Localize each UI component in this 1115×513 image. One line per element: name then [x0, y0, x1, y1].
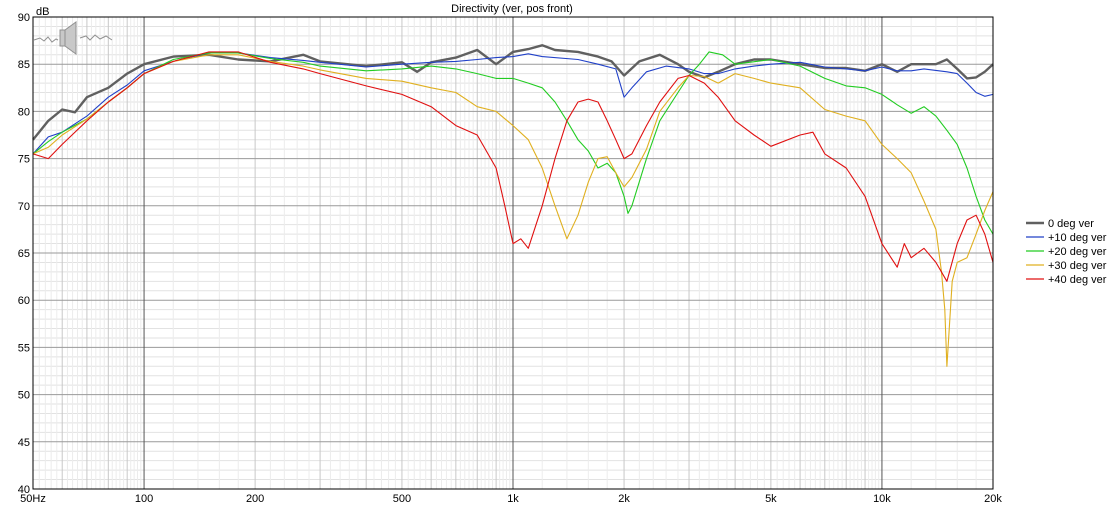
- plot-frame: [32, 16, 994, 490]
- y-tick-label: 70: [18, 201, 30, 213]
- y-tick-label: 55: [18, 342, 30, 354]
- x-tick-label: 2k: [618, 493, 630, 505]
- x-tick-label: 100: [135, 493, 153, 505]
- grid-layer: [33, 16, 993, 490]
- series-line-4: [32, 51, 994, 282]
- speaker-icon: [33, 21, 113, 55]
- y-tick-label: 40: [18, 484, 30, 496]
- legend-label-1: +10 deg ver: [1048, 232, 1107, 244]
- x-tick-label: 50Hz: [20, 493, 46, 505]
- x-tick-label: 1k: [507, 493, 519, 505]
- x-tick-label: 500: [393, 493, 411, 505]
- y-tick-label: 60: [18, 295, 30, 307]
- series-layer: [32, 44, 994, 367]
- axis-labels: 40 45 50 55 60 65 70 75 80 85 90 50Hz 100 200 500 1k 2k 5…: [18, 12, 1003, 505]
- x-tick-label: 5k: [765, 493, 777, 505]
- x-tick-label: 20k: [984, 493, 1002, 505]
- legend-label-3: +30 deg ver: [1048, 260, 1107, 272]
- x-tick-label: 200: [246, 493, 264, 505]
- series-line-3: [32, 54, 994, 367]
- y-tick-label: 80: [18, 106, 30, 118]
- y-tick-label: 75: [18, 154, 30, 166]
- x-tick-label: 10k: [873, 493, 891, 505]
- y-tick-label: 85: [18, 59, 30, 71]
- legend-label-4: +40 deg ver: [1048, 274, 1107, 286]
- y-tick-label: 45: [18, 437, 30, 449]
- y-axis-label: dB: [36, 6, 49, 18]
- legend-label-2: +20 deg ver: [1048, 246, 1107, 258]
- y-tick-label: 50: [18, 390, 30, 402]
- chart-title: Directivity (ver, pos front): [451, 3, 573, 15]
- legend: 0 deg ver +10 deg ver +20 deg ver +30 deg v…: [1026, 218, 1107, 286]
- legend-label-0: 0 deg ver: [1048, 218, 1094, 230]
- y-tick-label: 90: [18, 12, 30, 24]
- y-tick-label: 65: [18, 248, 30, 260]
